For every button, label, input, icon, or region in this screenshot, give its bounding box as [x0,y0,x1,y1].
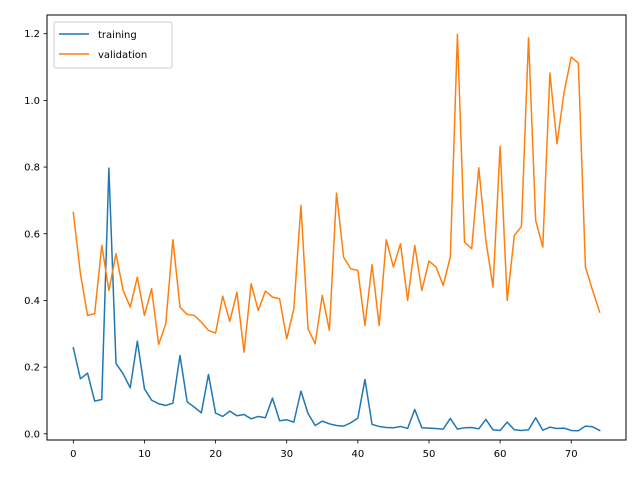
x-tick-label: 10 [138,449,151,460]
series-line-validation [72,33,601,353]
plot-lines [72,33,601,432]
x-tick-label: 60 [494,449,507,460]
x-tick-label: 20 [209,449,222,460]
x-axis: 0 10 20 30 40 50 60 70 [70,440,578,460]
legend-label-validation: validation [98,50,147,61]
series-line-training [72,167,601,432]
y-tick-label: 0.0 [24,429,40,440]
x-tick-label: 70 [565,449,578,460]
x-tick-label: 50 [423,449,436,460]
legend-box [53,21,173,69]
x-tick-label: 40 [351,449,364,460]
y-tick-label: 0.6 [24,229,40,240]
y-tick-label: 1.0 [24,96,40,107]
x-tick-label: 30 [280,449,293,460]
x-tick-label: 0 [70,449,76,460]
legend: training validation [53,21,173,69]
legend-label-training: training [98,30,137,41]
y-tick-label: 0.8 [24,163,40,174]
y-tick-label: 1.2 [24,29,40,40]
y-axis: 0.0 0.2 0.4 0.6 0.8 1.0 1.2 [24,29,47,440]
y-tick-label: 0.2 [24,363,40,374]
y-tick-label: 0.4 [24,296,40,307]
plot-area-frame [46,14,627,441]
